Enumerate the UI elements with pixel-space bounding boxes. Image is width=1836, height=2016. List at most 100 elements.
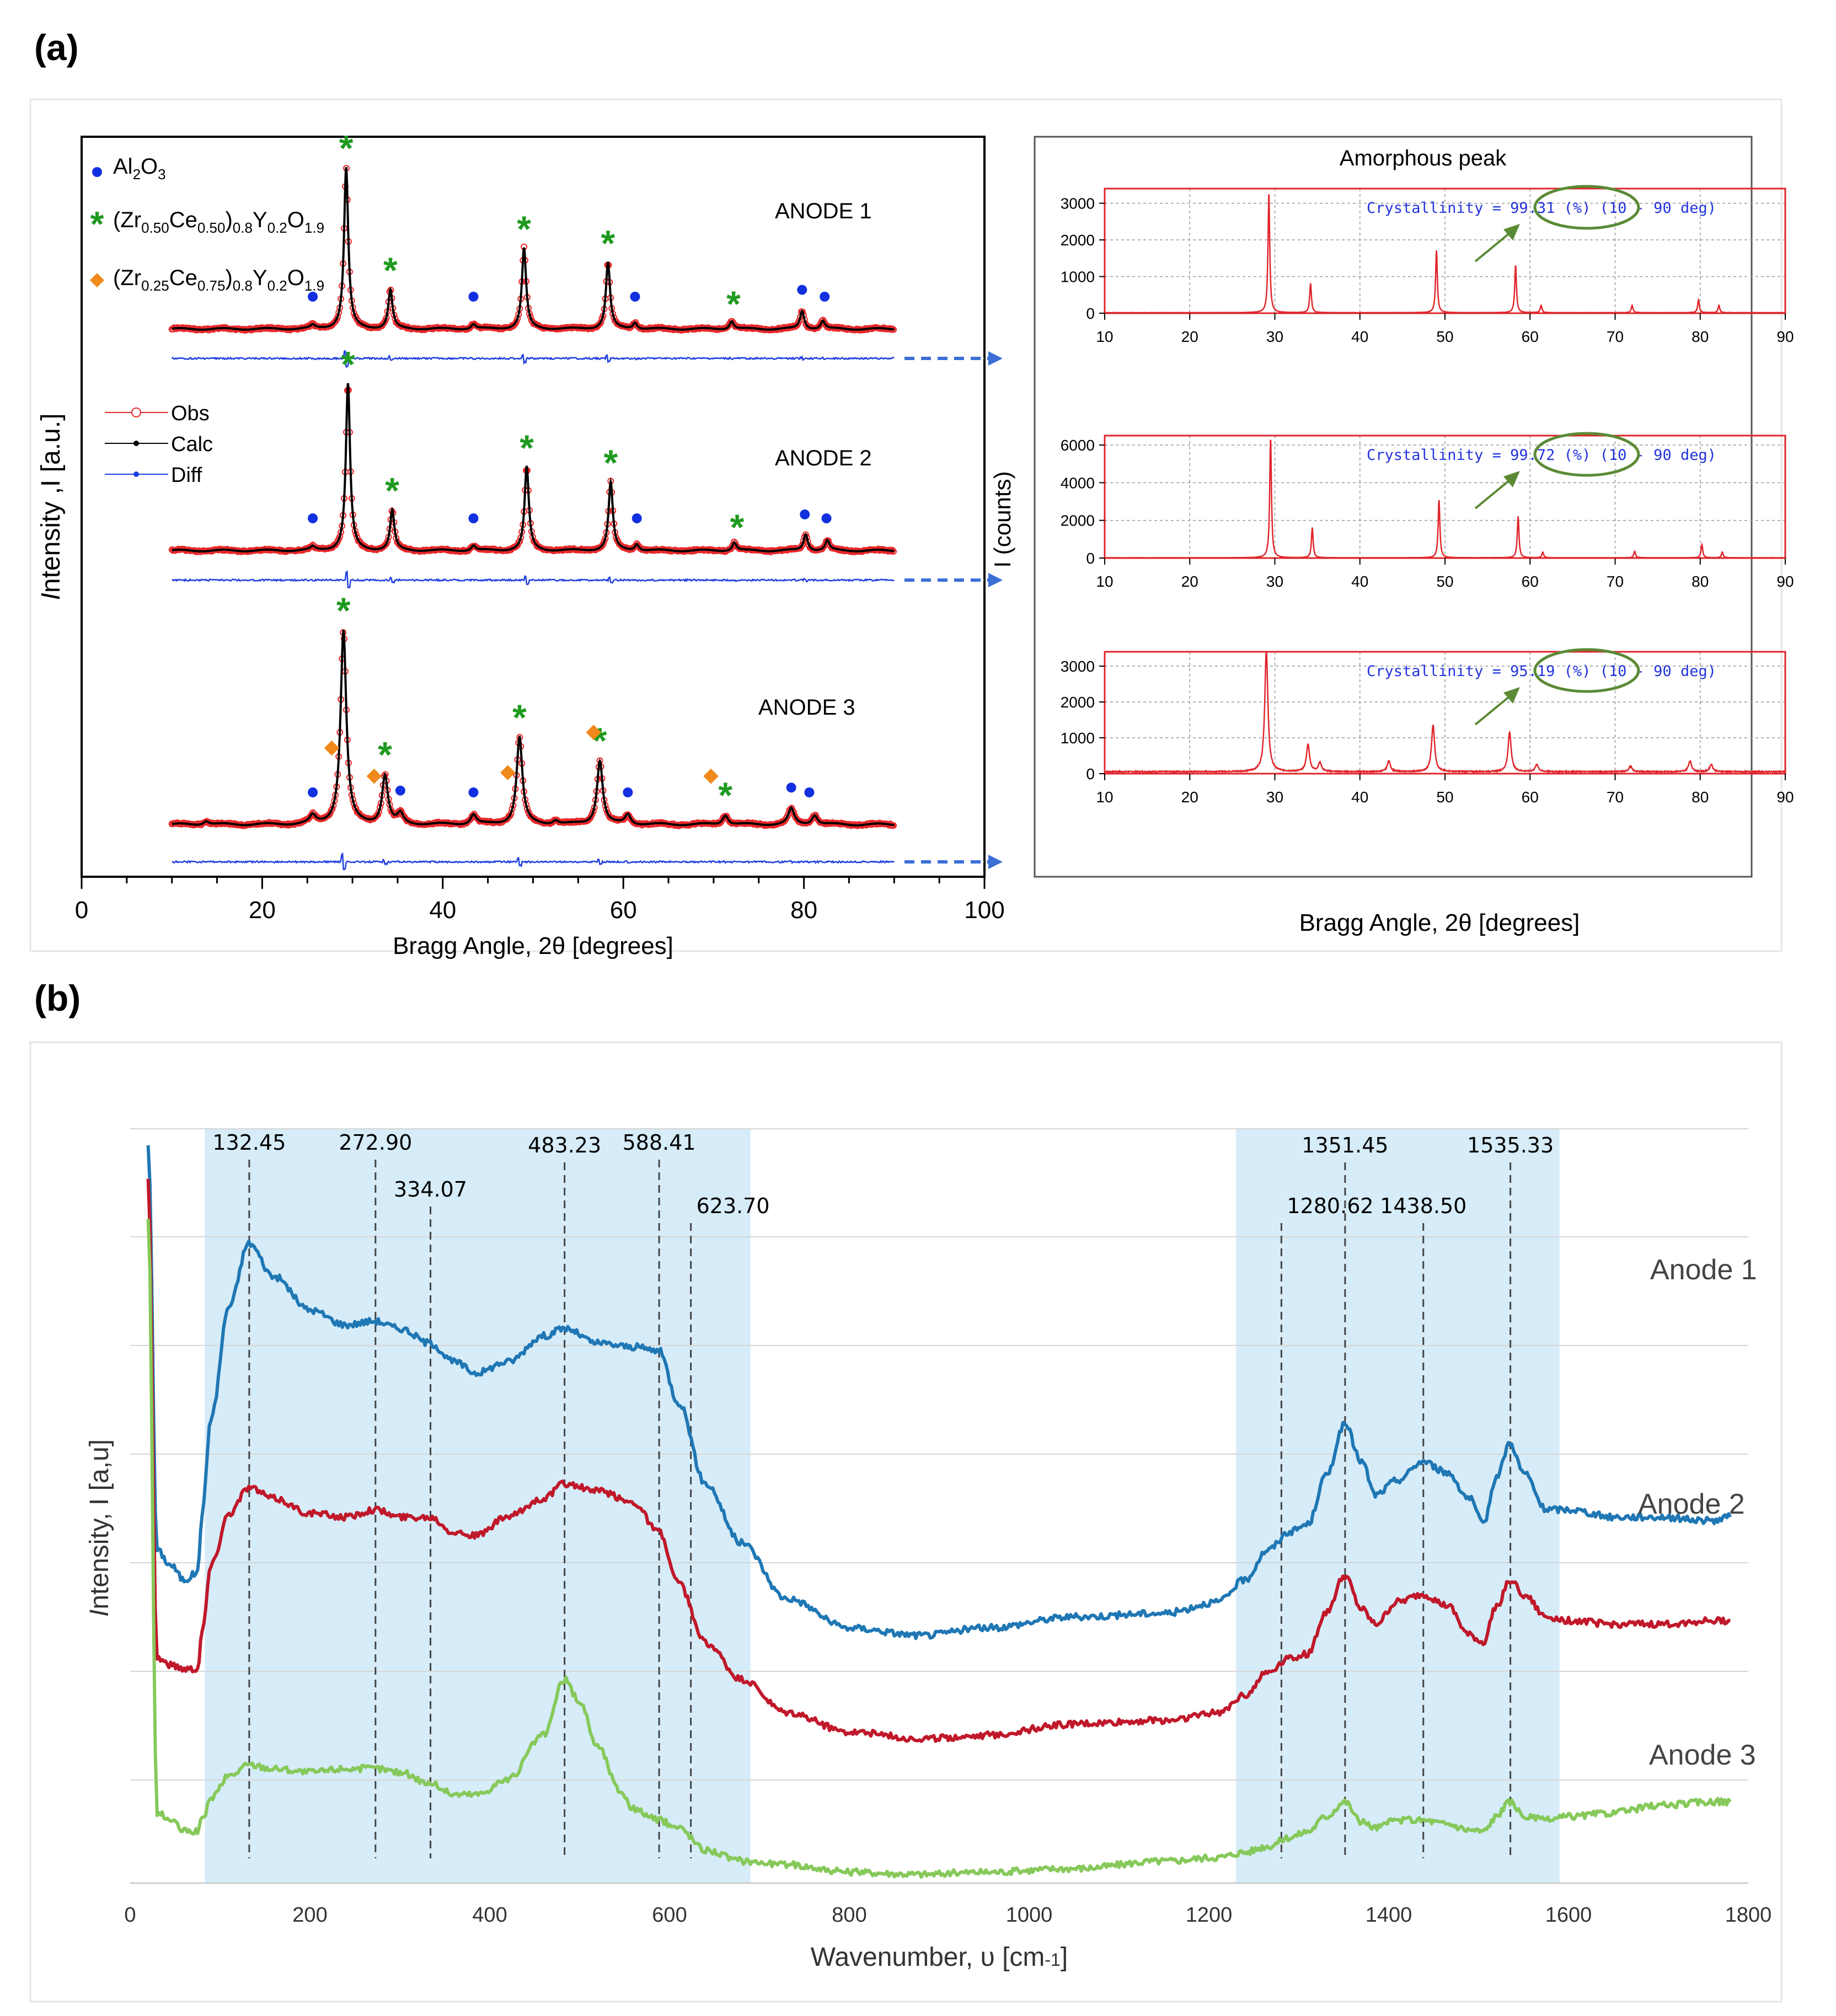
pattern-1: ANODE 1 * * * * * — [168, 128, 1003, 368]
al2o3-dot-marker — [804, 787, 815, 797]
peak-label: 623.70 — [697, 1194, 770, 1218]
x-tick-label: 80 — [1692, 789, 1709, 806]
y-tick-label: 2000 — [1061, 694, 1095, 711]
x-tick-label: 200 — [292, 1904, 327, 1927]
peak-label: 1535.33 — [1467, 1133, 1554, 1157]
series-label: Anode 1 — [1650, 1254, 1757, 1286]
x-tick-label: 60 — [1522, 328, 1539, 345]
x-tick-label: 10 — [1096, 573, 1113, 590]
peak-label: 334.07 — [394, 1177, 467, 1202]
calc-line — [172, 629, 895, 827]
peak-label: 588.41 — [623, 1130, 696, 1155]
diff-line — [171, 350, 895, 368]
phase1-star-marker: * — [603, 442, 618, 483]
al2o3-dot-marker — [797, 285, 807, 295]
x-tick-label: 80 — [1692, 573, 1709, 590]
al2o3-dot-marker — [395, 785, 405, 796]
shaded-band — [1235, 1129, 1560, 1883]
x-tick-label: 10 — [1096, 789, 1113, 806]
x-axis-label: Bragg Angle, 2θ [degrees] — [393, 932, 673, 959]
phase1-star-marker: * — [726, 283, 741, 324]
highlight-arrow-head — [1503, 471, 1520, 487]
obs-point — [503, 816, 510, 823]
x-tick-label: 40 — [1351, 328, 1368, 345]
x-tick-label: 80 — [1692, 328, 1709, 345]
x-tick-label: 90 — [1776, 789, 1794, 806]
pattern-label: ANODE 3 — [758, 695, 855, 720]
peak-label: 1351.45 — [1302, 1133, 1388, 1157]
xrd-crystallinity-chart: Amorphous peak I (counts) Bragg Angle, 2θ … — [989, 136, 1794, 936]
y-tick-label: 2000 — [1061, 512, 1095, 529]
x-tick-label: 10 — [1096, 328, 1113, 345]
y-tick-label: 1000 — [1061, 269, 1095, 286]
legend-star-marker: * — [90, 204, 104, 244]
crystallinity-highlight-ellipse — [1533, 185, 1640, 230]
raman-curve — [146, 1145, 1732, 1640]
phase1-star-marker: * — [593, 720, 607, 761]
pattern-label: ANODE 1 — [775, 199, 872, 223]
x-tick-label: 600 — [652, 1904, 687, 1927]
raman-series-1: Anode 1 — [146, 1145, 1757, 1640]
obs-point — [330, 320, 337, 327]
obs-point — [379, 320, 387, 328]
phase2-diamond-marker: ◆ — [500, 759, 516, 782]
crystallinity-subplot-2: 10 20 30 40 50 60 70 80 900200040006000Crystalli… — [1061, 432, 1794, 590]
y-tick-label: 4000 — [1061, 474, 1095, 491]
x-tick-label: 90 — [1776, 328, 1794, 345]
legend-fit-diff: Diff — [171, 464, 202, 487]
y-tick-label: 3000 — [1061, 195, 1095, 212]
al2o3-dot-marker — [468, 787, 479, 797]
link-arrow-head — [988, 351, 1003, 366]
y-tick-label: 0 — [1086, 305, 1095, 322]
legend-dot-marker — [92, 167, 102, 177]
al2o3-dot-marker — [800, 509, 810, 519]
peak-label: 1438.50 — [1380, 1194, 1466, 1218]
highlight-arrow-shaft — [1474, 229, 1514, 262]
legend-phase-2: (Zr0.25Ce0.75)0.8Y0.2O1.9 — [113, 266, 324, 294]
al2o3-dot-marker — [468, 292, 479, 302]
al2o3-dot-marker — [468, 513, 479, 523]
panel-label-b: (b) — [34, 978, 81, 1018]
x-tick-label: 40 — [1351, 789, 1368, 806]
al2o3-dot-marker — [821, 513, 832, 523]
al2o3-dot-marker — [820, 292, 830, 302]
highlight-arrow-head — [1503, 687, 1520, 704]
legend-diamond-marker: ◆ — [90, 269, 105, 289]
crystallinity-highlight-ellipse — [1533, 648, 1640, 693]
phase1-star-marker: * — [520, 427, 534, 468]
crystallinity-y-label: I (counts) — [989, 471, 1015, 567]
legend-marker — [133, 471, 139, 477]
peak-label: 132.45 — [212, 1130, 286, 1155]
fit-legend: Obs Calc Diff — [105, 402, 213, 487]
crystallinity-frame — [1034, 136, 1753, 878]
x-tick-label: 70 — [1607, 328, 1624, 345]
phase1-star-marker: * — [378, 734, 392, 775]
x-tick-label: 30 — [1266, 789, 1283, 806]
x-tick-label: 90 — [1776, 573, 1794, 590]
link-arrow-head — [988, 573, 1003, 587]
x-tick-label: 40 — [1351, 573, 1368, 590]
y-tick-label: 2000 — [1061, 232, 1095, 249]
x-tick-label: 30 — [1266, 573, 1283, 590]
raman-series-3: Anode 3 — [146, 1219, 1756, 1879]
peak-label: 272.90 — [339, 1130, 412, 1155]
obs-point — [723, 324, 730, 331]
x-tick-label: 30 — [1266, 328, 1283, 345]
highlight-arrow-shaft — [1474, 693, 1514, 726]
y-tick-label: 6000 — [1061, 437, 1095, 454]
al2o3-dot-marker — [630, 292, 640, 302]
phase1-star-marker: * — [730, 507, 745, 548]
panel-label-a: (a) — [34, 27, 79, 68]
pattern-3: ANODE 3*****◆◆ ◆◆◆ — [168, 590, 1003, 871]
raman-curve — [146, 1178, 1731, 1743]
panel-b-border — [29, 1041, 1783, 2003]
y-axis-label: Intensity, I [a,u] — [85, 1439, 114, 1617]
x-tick-label: 70 — [1607, 789, 1624, 806]
legend-fit-calc: Calc — [171, 433, 213, 456]
x-tick-label: 1600 — [1545, 1904, 1592, 1927]
x-tick-label: 50 — [1436, 328, 1453, 345]
x-tick-label: 60 — [610, 897, 637, 924]
legend-phase-al2o3: Al2O3 — [113, 154, 166, 183]
